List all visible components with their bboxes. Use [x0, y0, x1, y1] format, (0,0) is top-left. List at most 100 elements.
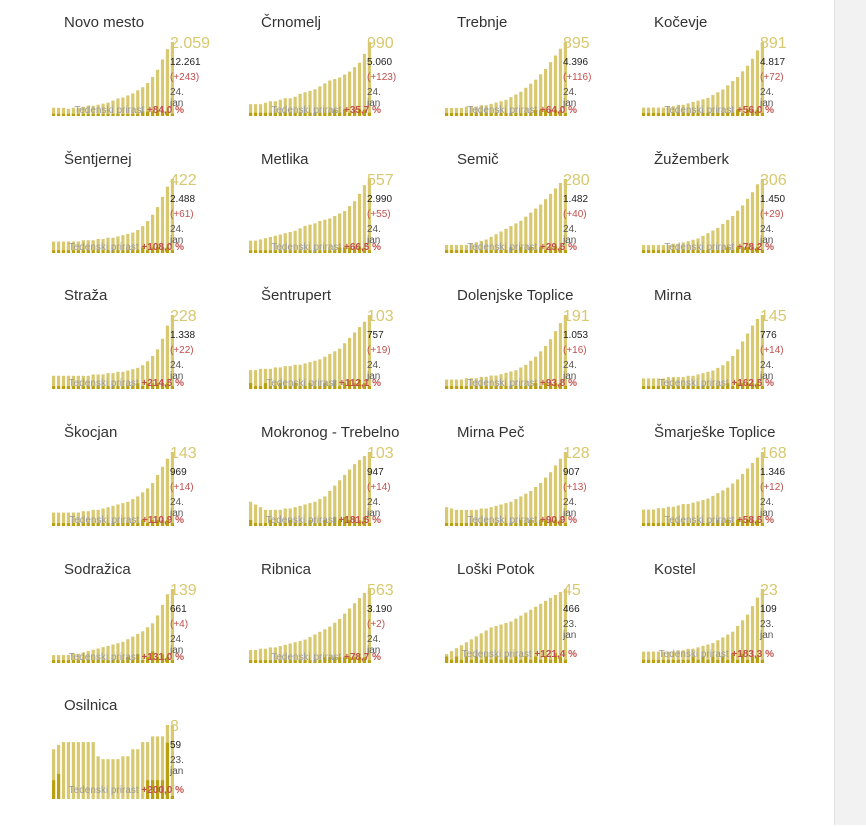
bar-new-cases	[691, 656, 695, 663]
bar-new-cases	[646, 386, 651, 389]
bar-new-cases	[696, 250, 700, 253]
bar-new-cases	[56, 773, 61, 799]
bar-new-cases	[519, 520, 523, 526]
daily-change-value: (+13)	[563, 482, 587, 493]
bar	[656, 107, 661, 116]
right-scrollbar-area[interactable]	[834, 0, 866, 825]
bar	[755, 184, 760, 253]
bar-new-cases	[459, 250, 464, 253]
bar-new-cases	[726, 112, 730, 116]
bar-new-cases	[308, 112, 312, 116]
bar-new-cases	[249, 660, 253, 663]
bar	[136, 496, 140, 526]
bar	[151, 355, 155, 389]
bar	[268, 236, 272, 253]
bar	[253, 240, 258, 253]
bar-new-cases	[348, 657, 352, 663]
bar	[362, 456, 367, 526]
bar	[343, 74, 347, 116]
bar	[56, 655, 61, 663]
bar	[671, 651, 675, 663]
bar	[151, 482, 155, 526]
total-cases-value: 1.053	[563, 330, 589, 341]
bar	[303, 363, 307, 389]
bar-new-cases	[651, 386, 656, 389]
weekly-growth-row: Tedenski prirast +110,9 %	[0, 515, 196, 526]
bar	[357, 62, 362, 116]
date-label: 24. jan	[563, 87, 577, 109]
bar-new-cases	[318, 386, 322, 389]
bar	[86, 105, 90, 116]
bar	[56, 107, 61, 116]
bar-new-cases	[71, 113, 75, 116]
bar-new-cases	[298, 660, 302, 663]
bar-new-cases	[459, 113, 464, 116]
bar	[726, 361, 730, 389]
weekly-growth-row: Tedenski prirast +90,9 %	[393, 515, 589, 526]
bar-new-cases	[544, 383, 548, 389]
weekly-growth-value: +78,2 %	[737, 242, 774, 253]
bar	[519, 496, 523, 526]
bar	[646, 378, 651, 389]
bar	[548, 193, 553, 253]
bar-new-cases	[121, 113, 125, 116]
bar	[760, 452, 764, 526]
bar-new-cases	[755, 519, 760, 526]
bar-new-cases	[563, 113, 567, 116]
chart-title: Mirna Peč	[457, 424, 525, 441]
bar-new-cases	[343, 109, 347, 116]
bar	[563, 179, 567, 253]
bar-new-cases	[357, 520, 362, 526]
bar	[101, 508, 105, 526]
bar-new-cases	[278, 383, 282, 389]
bar	[283, 644, 287, 663]
bar-new-cases	[519, 386, 523, 389]
bar	[558, 48, 563, 116]
bar-new-cases	[357, 657, 362, 663]
bar	[116, 504, 120, 526]
bar-new-cases	[489, 523, 493, 526]
bar	[706, 644, 710, 663]
bar-new-cases	[445, 386, 449, 389]
bar-new-cases	[91, 386, 95, 389]
sparkline-chart	[249, 179, 371, 253]
sparkline-chart	[445, 452, 567, 526]
bar-new-cases	[534, 250, 538, 253]
bar	[91, 374, 95, 389]
municipality-chart: Novo mesto 2.059 12.261 (+243) 24. jan Tedens…	[0, 14, 210, 144]
bar	[52, 107, 56, 116]
bar-new-cases	[509, 247, 513, 253]
bar	[544, 199, 548, 253]
bar	[681, 242, 685, 253]
bar-new-cases	[701, 386, 705, 389]
bar-new-cases	[514, 113, 518, 116]
bar-new-cases	[731, 522, 735, 526]
bar-new-cases	[661, 112, 665, 116]
bar-new-cases	[509, 113, 513, 116]
bar-new-cases	[328, 250, 332, 253]
bar	[258, 368, 263, 389]
bar	[343, 343, 347, 389]
weekly-growth-label: Tedenski prirast	[69, 515, 140, 526]
bar	[131, 636, 135, 663]
bar-new-cases	[56, 660, 61, 663]
sparkline-chart	[52, 179, 174, 253]
bar-new-cases	[91, 660, 95, 663]
daily-change-value: (+12)	[760, 482, 784, 493]
chart-title: Trebnje	[457, 14, 508, 31]
bar	[514, 370, 518, 389]
bar-new-cases	[323, 657, 327, 663]
bar-new-cases	[514, 386, 518, 389]
bar-new-cases	[303, 386, 307, 389]
bar-new-cases	[519, 659, 523, 663]
bar	[721, 89, 725, 116]
bar-new-cases	[750, 247, 755, 253]
bar-new-cases	[131, 660, 135, 663]
bar-new-cases	[681, 659, 685, 663]
bar-new-cases	[121, 250, 125, 253]
bar-new-cases	[352, 247, 357, 253]
bar	[293, 507, 297, 526]
bar-new-cases	[268, 660, 272, 663]
weekly-growth-row: Tedenski prirast +66,5 %	[197, 242, 393, 253]
bar-new-cases	[676, 112, 680, 116]
